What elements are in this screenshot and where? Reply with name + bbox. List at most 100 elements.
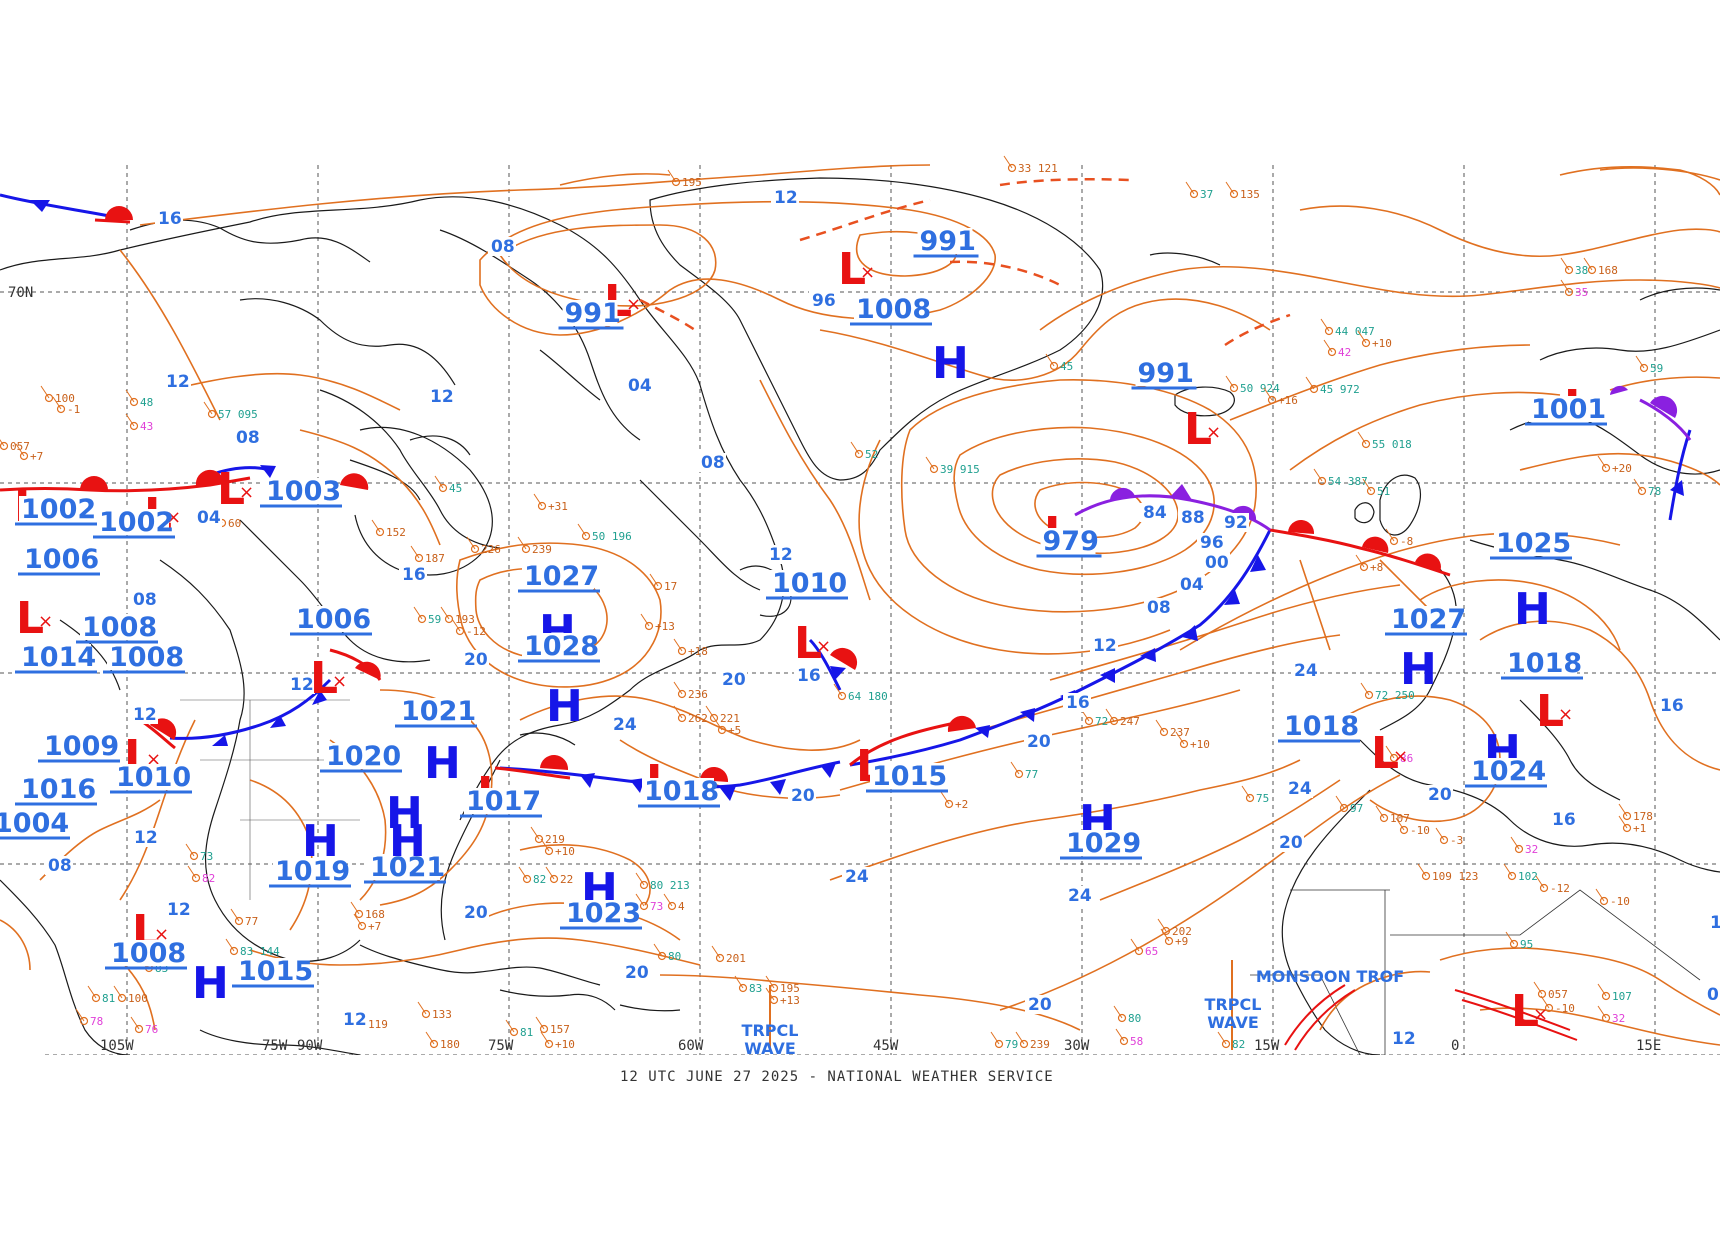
station-circle-icon — [191, 873, 201, 883]
isobar-label: 84 — [1143, 503, 1167, 523]
pressure-value: 1008 — [111, 938, 186, 969]
high-pressure-symbol: H — [932, 338, 969, 389]
pressure-value: 1002 — [21, 494, 96, 525]
high-pressure-symbol: H — [424, 738, 461, 789]
station-circle-icon — [522, 874, 532, 884]
station-obs-value: 168 — [1598, 264, 1618, 277]
station-circle-icon — [1622, 823, 1632, 833]
station-obs-value: 193 — [455, 613, 475, 626]
wind-barb-icon — [1633, 478, 1643, 492]
wind-barb-icon — [1357, 431, 1367, 445]
low-center-x-icon: × — [1558, 704, 1573, 725]
pressure-label-bg — [770, 570, 842, 596]
station-circle-icon — [438, 483, 448, 493]
station-obs-value: 83 — [749, 982, 762, 995]
station-circle-icon — [44, 393, 54, 403]
pressure-value: 1008 — [856, 294, 931, 325]
station-obs-value: 82 — [202, 872, 215, 885]
isobar-label: 88 — [1181, 508, 1205, 528]
low-center-x-icon: × — [626, 294, 641, 315]
station-circle-icon — [944, 799, 954, 809]
isobar-label: 16 — [158, 209, 182, 229]
pressure-value: 1015 — [872, 761, 947, 792]
wind-barb-icon — [125, 389, 135, 403]
pressure-value: 991 — [1138, 358, 1194, 389]
station-circle-icon — [207, 409, 217, 419]
station-circle-icon — [1327, 347, 1337, 357]
station-obs-value: +2 — [955, 798, 968, 811]
station-circle-icon — [1399, 825, 1409, 835]
wind-barb-icon — [1385, 528, 1395, 542]
isobar-label: 20 — [625, 963, 649, 983]
wind-barb-icon — [533, 493, 543, 507]
wind-barb-icon — [1015, 1031, 1025, 1045]
station-circle-icon — [129, 397, 139, 407]
wind-barb-icon — [1113, 1005, 1123, 1019]
station-circle-icon — [1564, 287, 1574, 297]
station-obs-value: 202 — [1172, 925, 1192, 938]
station-circle-icon — [375, 527, 385, 537]
lon-label-30w: 30W — [1064, 1038, 1090, 1054]
station-obs-value: 219 — [545, 833, 565, 846]
station-obs-value: 239 — [532, 543, 552, 556]
wind-barb-icon — [1560, 279, 1570, 293]
wind-barb-icon — [1435, 827, 1445, 841]
station-obs-value: 76 — [145, 1023, 158, 1036]
station-circle-icon — [1361, 338, 1371, 348]
isobar-label-bg — [771, 188, 799, 207]
pressure-label-bg — [273, 858, 345, 884]
wind-barb-icon — [1263, 387, 1273, 401]
station-circle-icon — [1267, 395, 1277, 405]
station-circle-icon — [1159, 727, 1169, 737]
station-obs-value: 247 — [1120, 715, 1140, 728]
wind-barb-icon — [734, 975, 744, 989]
station-circle-icon — [1637, 486, 1647, 496]
wind-barb-icon — [673, 638, 683, 652]
station-circle-icon — [1379, 813, 1389, 823]
isobar-label: 12 — [774, 188, 798, 208]
pressure-label-bg — [399, 698, 471, 724]
station-obs-value: 100 — [128, 992, 148, 1005]
isobar-label: 20 — [464, 650, 488, 670]
lat-lon-grid — [0, 165, 1720, 1055]
low-center-x-icon: × — [1393, 746, 1408, 767]
isobar-label-bg — [131, 828, 159, 847]
low-center-x-icon: × — [1533, 1004, 1548, 1025]
isobar-label: 24 — [1294, 661, 1318, 681]
wind-barb-icon — [765, 975, 775, 989]
lon-label-45w: 45W — [873, 1038, 899, 1054]
station-circle-icon — [1339, 803, 1349, 813]
wind-barb-icon — [440, 606, 450, 620]
low-center-x-icon: × — [816, 636, 831, 657]
wind-barb-icon — [713, 717, 723, 731]
station-obs-value: +18 — [688, 645, 708, 658]
station-obs-value: +5 — [728, 724, 741, 737]
isobar-label-bg — [163, 372, 191, 391]
wind-barb-icon — [517, 536, 527, 550]
station-obs-value: 4 — [678, 900, 685, 913]
isobar-label: 12 — [133, 705, 157, 725]
station-obs-value: 33 121 — [1018, 162, 1058, 175]
wind-barb-icon — [417, 1001, 427, 1015]
wind-barb-icon — [833, 683, 843, 697]
isobar-label: 20 — [722, 670, 746, 690]
station-circle-icon — [657, 951, 667, 961]
station-circle-icon — [1366, 486, 1376, 496]
wind-barb-icon — [413, 606, 423, 620]
wind-barb-icon — [1362, 478, 1372, 492]
pressure-label-bg — [1469, 758, 1541, 784]
station-circle-icon — [639, 901, 649, 911]
isobar-label: 00 — [1205, 553, 1229, 573]
wind-barb-icon — [1375, 805, 1385, 819]
isobar-label-bg — [1177, 575, 1205, 594]
isobar-label-bg — [130, 705, 158, 724]
isobar-label: 16 — [1660, 696, 1684, 716]
wind-barb-icon — [113, 985, 123, 999]
station-obs-value: 54 387 — [1328, 475, 1368, 488]
station-circle-icon — [357, 921, 367, 931]
station-obs-value: +20 — [1612, 462, 1632, 475]
pressure-label-bg — [264, 478, 336, 504]
high-pressure-symbol: H — [192, 958, 229, 1009]
station-circle-icon — [1084, 716, 1094, 726]
station-obs-value: 44 047 — [1335, 325, 1375, 338]
